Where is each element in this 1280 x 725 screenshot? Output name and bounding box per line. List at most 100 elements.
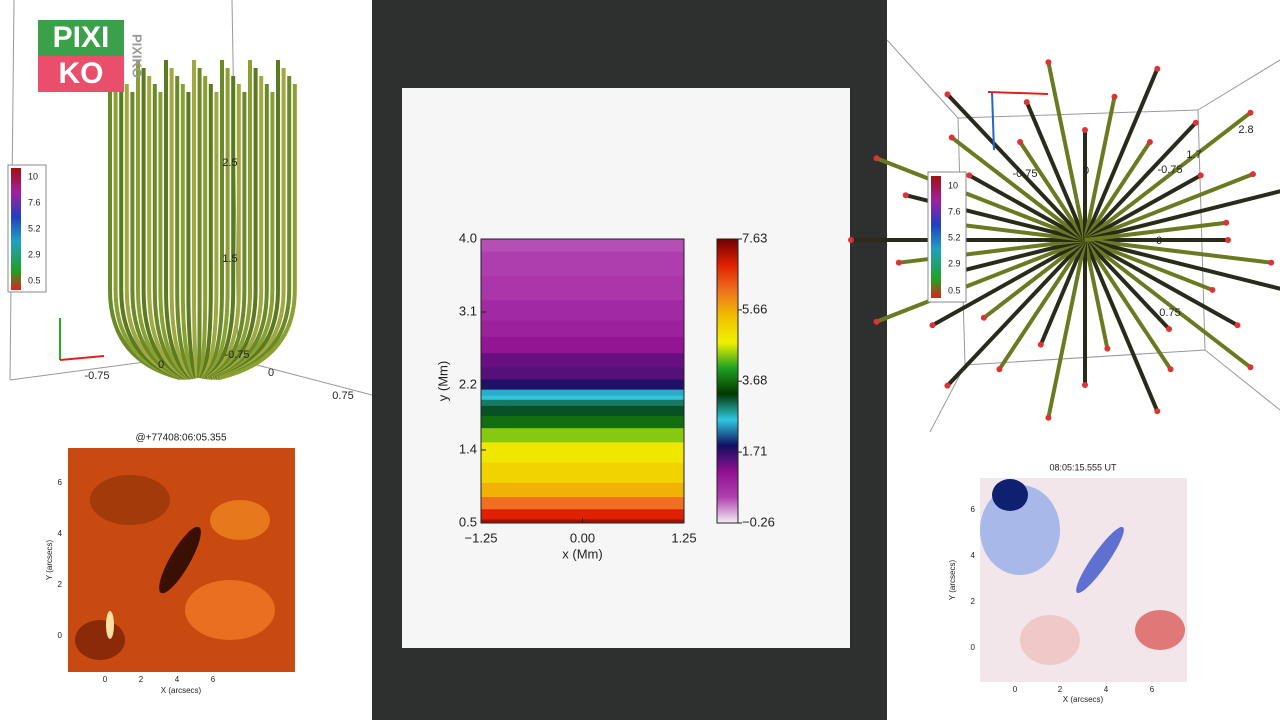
logo-side: PIXIKO xyxy=(130,34,145,78)
field-line xyxy=(1024,101,1087,241)
field-line xyxy=(948,238,1086,276)
heatmap-cell xyxy=(481,427,684,443)
logo-text: KO xyxy=(59,57,104,90)
colorbar-label: 7.6 xyxy=(28,197,41,207)
field-line xyxy=(1084,238,1239,327)
y-tick-label: 4.0 xyxy=(459,230,477,245)
field-line-end xyxy=(1017,138,1024,145)
x-axis-label: X (arcsecs) xyxy=(1063,695,1104,704)
colorbar-tick-label: 1.71 xyxy=(742,444,767,459)
x-tick-label: 2 xyxy=(1058,685,1063,694)
field-line-end xyxy=(902,192,909,199)
field-line xyxy=(1084,172,1254,242)
field-line-end xyxy=(1223,219,1230,226)
field-line-end xyxy=(1249,171,1256,178)
field-line xyxy=(1083,238,1171,331)
x-tick-label: 2 xyxy=(139,675,144,684)
field-line xyxy=(968,173,1086,242)
field-lines xyxy=(108,60,297,380)
field-line-end xyxy=(1154,65,1161,72)
colorbar-tick-label: 5.66 xyxy=(742,301,767,316)
field-line-end xyxy=(1023,99,1030,106)
y-tick-label: 0 xyxy=(58,631,63,640)
y-tick-label: 2 xyxy=(971,597,976,606)
y-tick-label: 0 xyxy=(971,643,976,652)
heatmap-cell xyxy=(481,378,684,390)
y-tick-label: 1.4 xyxy=(459,441,477,456)
field-line xyxy=(1084,238,1272,265)
field-line-end xyxy=(1209,286,1216,293)
field-line-end xyxy=(1111,93,1118,100)
field-line-end xyxy=(873,318,880,325)
field-line-end xyxy=(1082,127,1088,133)
field-line-end xyxy=(873,155,880,162)
heatmap-cell xyxy=(481,336,684,354)
annotation: -0.75 xyxy=(84,370,109,382)
field-line xyxy=(186,92,199,379)
field-line-end xyxy=(1154,408,1161,415)
heatmap-cell xyxy=(481,395,684,400)
y-tick-label: 2.2 xyxy=(459,376,477,391)
logo: PIXI KO PIXIKO xyxy=(38,20,145,92)
colorbar-label: 2.9 xyxy=(948,258,961,268)
field-line-end xyxy=(1247,364,1254,371)
field-line xyxy=(1046,239,1087,419)
x-tick-label: −1.25 xyxy=(465,530,498,545)
x-tick-label: 0 xyxy=(1013,685,1018,694)
field-line xyxy=(875,156,1086,242)
logo-bg xyxy=(38,56,124,92)
y-tick-label: 2 xyxy=(58,580,63,589)
heatmap-cell xyxy=(481,239,684,252)
annotation: -0.75 xyxy=(224,349,249,361)
y-axis-label: y (Mm) xyxy=(435,361,450,401)
image-title: 08:05:15.555 UT xyxy=(1049,462,1117,472)
heatmap-cell xyxy=(481,496,684,510)
heatmap-cell xyxy=(481,405,684,416)
colorbar xyxy=(11,168,21,290)
field-line xyxy=(1083,96,1117,241)
x-tick-label: 4 xyxy=(175,675,180,684)
axis-arrow xyxy=(59,355,105,361)
field-line xyxy=(1084,238,1280,291)
field-line-end xyxy=(1234,322,1241,329)
heatmap-cell xyxy=(481,508,684,520)
x-tick-label: 0 xyxy=(103,675,108,684)
field-line xyxy=(1038,239,1087,346)
field-line-end xyxy=(966,172,973,179)
labels: 10 7.6 5.2 2.9 0.5 10 7.6 5.2 2.9 0.5 2.5 1.5 -0.75 0… xyxy=(28,124,1254,704)
field-line xyxy=(946,93,1087,242)
x-tick-label: 0.00 xyxy=(570,530,595,545)
colorbar xyxy=(716,238,739,524)
heatmap-cell xyxy=(481,482,684,498)
y-tick-label: 3.1 xyxy=(459,303,477,318)
field-line xyxy=(1018,140,1087,242)
colorbar xyxy=(931,176,941,298)
field-line xyxy=(1084,173,1202,242)
field-line xyxy=(946,238,1087,387)
x-axis-label: x (Mm) xyxy=(562,546,602,561)
heatmap-cell xyxy=(481,275,684,301)
field-line xyxy=(1084,220,1227,242)
field-line-end xyxy=(929,322,936,329)
y-axis-label: Y (arcsecs) xyxy=(948,560,957,601)
field-line xyxy=(1084,189,1280,242)
y-tick-label: 6 xyxy=(58,478,63,487)
field-line xyxy=(180,84,197,380)
field-line xyxy=(931,238,1086,327)
x-tick-label: 6 xyxy=(1150,685,1155,694)
field-line xyxy=(196,68,202,379)
heatmap-cell xyxy=(481,462,684,483)
field-line-end xyxy=(1104,345,1111,352)
annotation: -0.75 xyxy=(1157,164,1182,176)
field-line xyxy=(997,238,1087,371)
field-line-end xyxy=(1146,138,1153,145)
colorbar-label: 5.2 xyxy=(28,223,41,233)
field-line xyxy=(1084,238,1214,292)
field-line-end xyxy=(944,91,951,98)
y-tick-label: 4 xyxy=(971,551,976,560)
field-line xyxy=(1083,238,1252,369)
field-line-end xyxy=(948,134,955,141)
colorbar-label: 7.6 xyxy=(948,206,961,216)
